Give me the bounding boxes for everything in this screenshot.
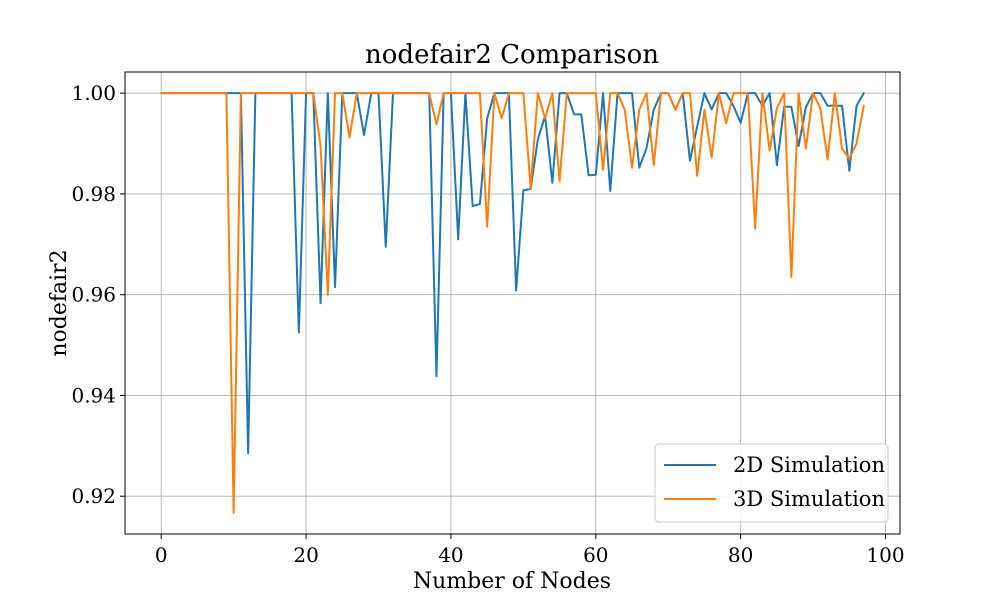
y-tick-label: 0.94 (71, 383, 116, 407)
x-tick-label: 60 (583, 543, 608, 567)
x-tick-label: 0 (155, 543, 168, 567)
x-tick-label: 80 (728, 543, 753, 567)
x-tick-label: 40 (438, 543, 463, 567)
y-tick-label: 1.00 (71, 81, 116, 105)
y-tick-label: 0.98 (71, 182, 116, 206)
y-tick-label: 0.96 (71, 283, 116, 307)
chart-title: nodefair2 Comparison (365, 40, 659, 70)
y-tick-label: 0.92 (71, 484, 116, 508)
legend: 2D Simulation 3D Simulation (654, 443, 889, 523)
series-line-3d (160, 92, 865, 514)
legend-box (654, 443, 889, 523)
plot-area (160, 92, 865, 514)
legend-label-2d: 2D Simulation (733, 453, 885, 477)
x-axis-label: Number of Nodes (413, 569, 611, 594)
axes-frame (124, 71, 901, 535)
y-axis-ticks: 0.92 0.94 0.96 0.98 1.00 (71, 81, 125, 508)
legend-label-3d: 3D Simulation (733, 487, 885, 511)
y-axis-label: nodefair2 (47, 249, 72, 356)
x-axis-ticks: 0 20 40 60 80 100 (155, 534, 905, 567)
x-tick-label: 20 (293, 543, 318, 567)
x-tick-label: 100 (866, 543, 904, 567)
